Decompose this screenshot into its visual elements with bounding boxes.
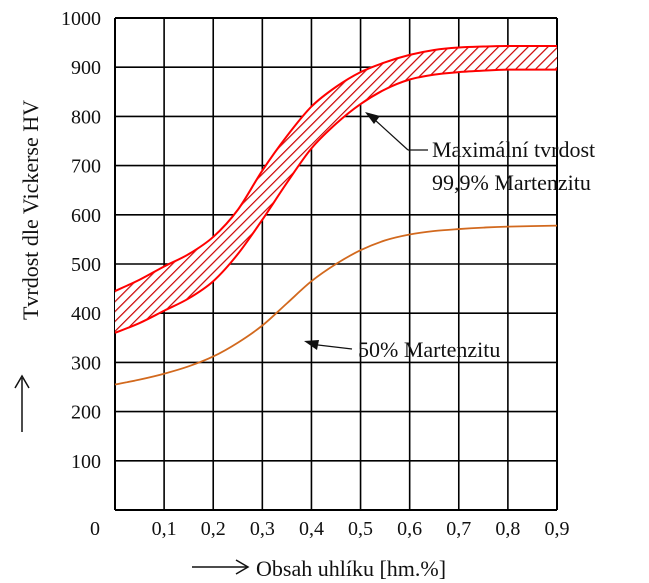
y-tick-label: 900 [71,57,101,79]
y-axis-arrow-icon [14,374,30,432]
x-tick-label: 0,5 [348,518,373,540]
band-upper-edge [114,45,558,292]
x-tick-label: 0,1 [152,518,177,540]
band-lower-edge [114,68,558,334]
band-max-hardness [115,46,557,333]
y-tick-label: 700 [71,156,101,178]
annotation-50-martensite: 50% Martenzitu [304,337,500,362]
x-axis-label: Obsah uhlíku [hm.%] [256,556,446,581]
annotation-max-hardness-line-1: Maximální tvrdost [432,137,595,162]
y-axis-label: Tvrdost dle Vickerse HV [18,100,43,320]
y-tick-label: 800 [71,106,101,128]
y-tick-label: 300 [71,352,101,374]
annotation-max-hardness: Maximální tvrdost 99,9% Martenzitu [365,112,595,195]
y-tick-label: 400 [71,303,101,325]
x-tick-label: 0,8 [495,518,520,540]
x-axis-arrow-icon [192,559,250,575]
y-tick-label: 200 [71,402,101,424]
line-50-martensite [114,224,558,386]
x-tick-label: 0,3 [250,518,275,540]
tick-labels: 100 200 300 400 500 600 700 800 900 1000 0 0,1 0,2 0,… [61,8,570,540]
y-tick-label: 600 [71,205,101,227]
x-tick-label: 0,2 [201,518,226,540]
x-tick-label: 0 [90,518,100,540]
y-tick-label: 100 [71,451,101,473]
x-tick-label: 0,9 [545,518,570,540]
annotation-max-hardness-line-2: 99,9% Martenzitu [432,170,591,195]
x-tick-label: 0,6 [397,518,422,540]
annotation-50-martensite-label: 50% Martenzitu [358,337,500,362]
y-tick-label: 500 [71,254,101,276]
x-tick-label: 0,7 [446,518,471,540]
series-layer [114,45,558,386]
x-tick-label: 0,4 [299,518,324,540]
y-tick-label: 1000 [61,8,101,30]
